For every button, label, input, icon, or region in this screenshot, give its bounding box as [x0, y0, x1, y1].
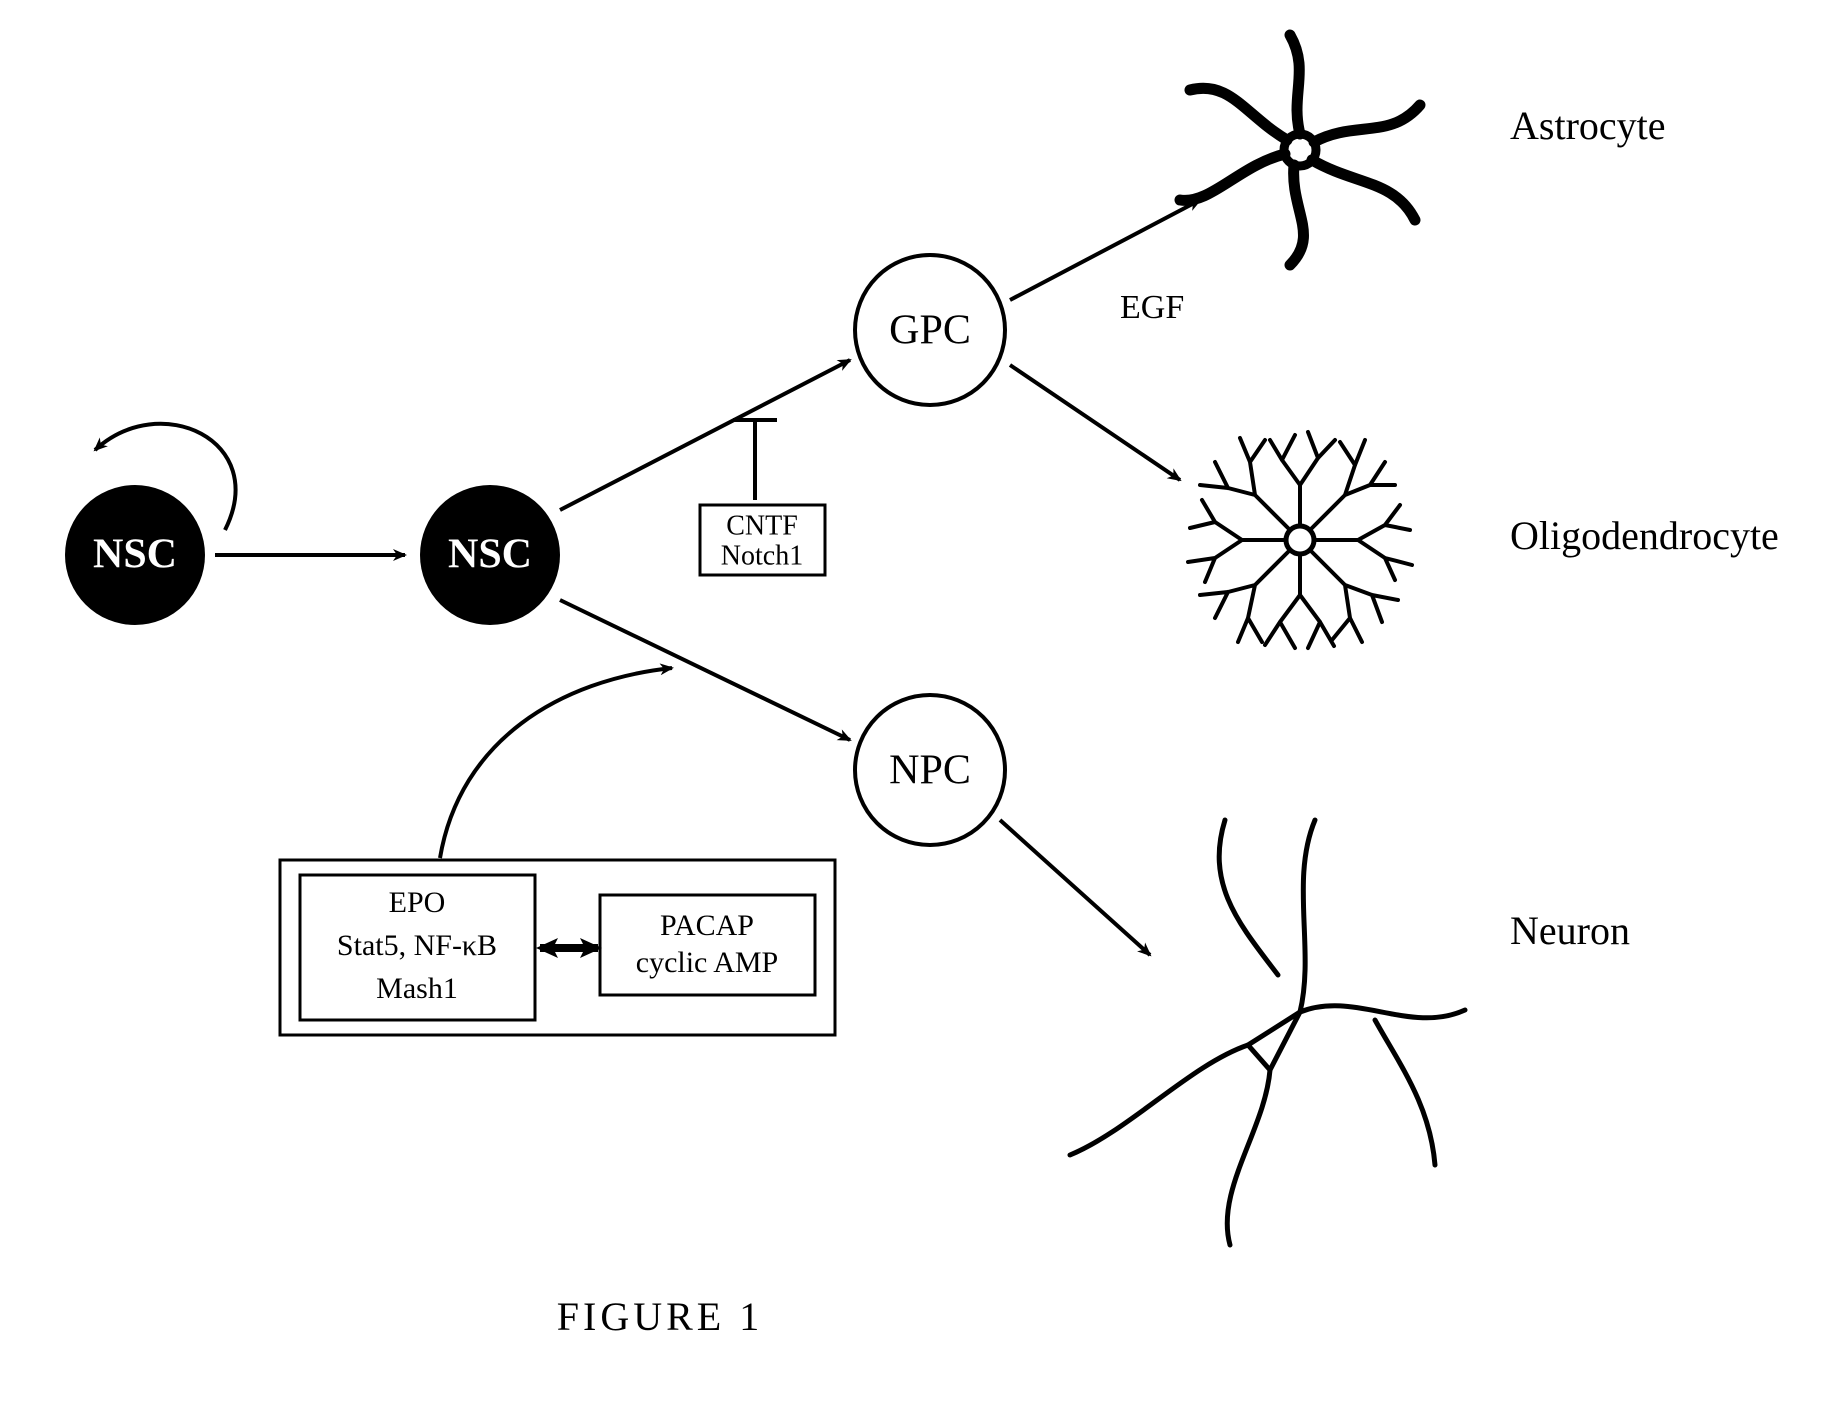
epo-box-line3: Mash1	[376, 972, 458, 1005]
edge-npc-neuron	[1000, 820, 1150, 955]
edge-gpc-astro	[1010, 200, 1200, 300]
astrocyte-label: Astrocyte	[1510, 103, 1666, 148]
inhibit-box-line2: Notch1	[721, 540, 803, 571]
edge-gpc-oligo	[1010, 365, 1180, 480]
node-nsc-2: NSC	[420, 485, 560, 625]
edge-nsc2-npc	[560, 600, 850, 740]
astrocyte-icon	[1180, 35, 1420, 265]
node-gpc: GPC	[855, 255, 1005, 405]
oligodendrocyte-icon	[1188, 432, 1412, 648]
pacap-box-line1: PACAP	[660, 909, 754, 942]
edge-nsc2-gpc	[560, 360, 850, 510]
neuron-label: Neuron	[1510, 908, 1630, 953]
neuron-icon	[1070, 820, 1465, 1245]
edge-inhibit	[733, 420, 777, 500]
diagram-canvas: NSC NSC CNTF Notch1 GPC NPC EGF	[0, 0, 1829, 1414]
node-nsc-2-label: NSC	[448, 532, 532, 578]
edge-epo-arrow	[440, 668, 672, 858]
oligodendrocyte-label: Oligodendrocyte	[1510, 513, 1779, 558]
node-nsc-1: NSC	[65, 485, 205, 625]
inhibit-box-line1: CNTF	[726, 510, 798, 541]
node-nsc-1-label: NSC	[93, 532, 177, 578]
node-npc: NPC	[855, 695, 1005, 845]
pacap-box-line2: cyclic AMP	[636, 946, 779, 979]
inhibit-box: CNTF Notch1	[700, 505, 825, 575]
figure-caption: FIGURE 1	[557, 1294, 763, 1339]
epo-box-line2: Stat5, NF-κB	[337, 929, 497, 962]
edge-label-egf: EGF	[1120, 289, 1184, 326]
epo-box-line1: EPO	[389, 886, 446, 919]
node-gpc-label: GPC	[889, 308, 971, 354]
node-npc-label: NPC	[889, 748, 971, 794]
epo-pacap-box: EPO Stat5, NF-κB Mash1 PACAP cyclic AMP	[280, 860, 835, 1035]
